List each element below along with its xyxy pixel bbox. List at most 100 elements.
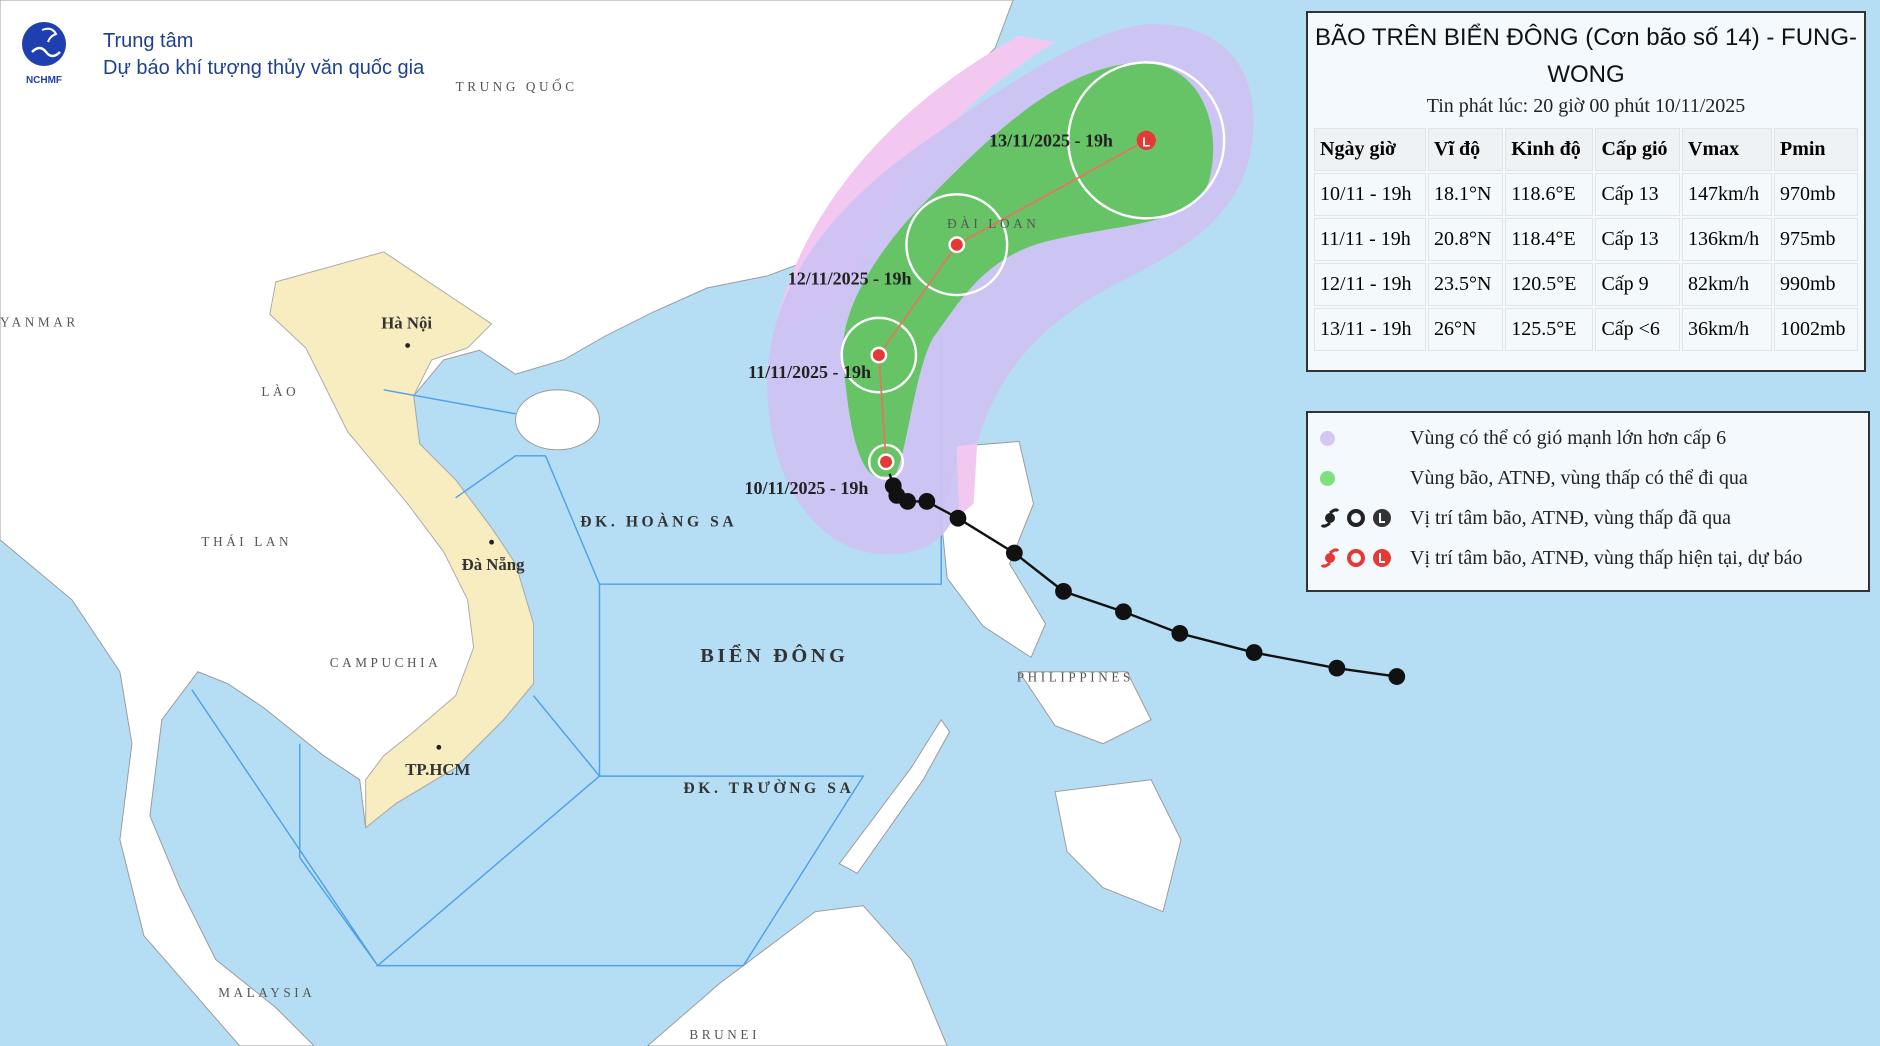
past-storm-icon bbox=[1245, 644, 1263, 661]
table-cell: 120.5°E bbox=[1505, 263, 1594, 306]
low-pressure-icon bbox=[1373, 509, 1391, 527]
table-cell: 13/11 - 19h bbox=[1314, 308, 1427, 351]
past-storm-icon bbox=[1115, 603, 1132, 621]
label-taiwan: ĐÀI LOAN bbox=[947, 216, 1039, 231]
low-pressure-icon bbox=[1373, 549, 1391, 567]
label-east-sea: BIỂN ĐÔNG bbox=[700, 643, 848, 667]
storm-icon bbox=[877, 453, 895, 471]
table-row: 11/11 - 19h 20.8°N 118.4°E Cấp 13 136km/h 975… bbox=[1314, 218, 1858, 261]
table-cell: 23.5°N bbox=[1428, 263, 1504, 306]
past-storm-icon bbox=[1388, 668, 1406, 685]
forecast-cone bbox=[842, 62, 1214, 477]
forecast-table: Ngày giờ Vĩ độ Kinh độ Cấp gió Vmax Pmin… bbox=[1312, 126, 1860, 353]
label-philippines: PHILIPPINES bbox=[1017, 669, 1134, 684]
table-cell: 11/11 - 19h bbox=[1314, 218, 1427, 261]
label-china: TRUNG QUỐC bbox=[456, 79, 578, 94]
table-cell: Cấp 13 bbox=[1595, 173, 1681, 216]
table-cell: Cấp 9 bbox=[1595, 263, 1681, 306]
low-pressure-glyph: L bbox=[1142, 134, 1150, 149]
vietnam bbox=[269, 251, 535, 829]
legend-item-current: Vị trí tâm bão, ATNĐ, vùng thấp hiện tại… bbox=[1320, 543, 1802, 573]
past-storm-icon bbox=[1171, 624, 1189, 642]
hainan bbox=[515, 389, 600, 451]
label-brunei: BRUNEI bbox=[689, 1027, 760, 1042]
table-cell: Cấp <6 bbox=[1595, 308, 1681, 351]
green-dot-icon bbox=[1320, 470, 1335, 486]
table-cell: 12/11 - 19h bbox=[1314, 263, 1427, 306]
storm-info-panel: BÃO TRÊN BIỂN ĐÔNG (Cơn bão số 14) - FUN… bbox=[1306, 11, 1866, 372]
col-header: Vmax bbox=[1682, 128, 1772, 171]
table-row: 12/11 - 19h 23.5°N 120.5°E Cấp 9 82km/h 990mb bbox=[1314, 263, 1858, 306]
label-cambodia: CAMPUCHIA bbox=[330, 655, 442, 670]
low-pressure-icon bbox=[1136, 130, 1156, 150]
storm-icon bbox=[1320, 508, 1340, 528]
org-line-2: Dự báo khí tượng thủy văn quốc gia bbox=[103, 57, 425, 79]
legend-item-wind-zone: Vùng có thể có gió mạnh lớn hơn cấp 6 bbox=[1320, 423, 1726, 453]
table-row: 13/11 - 19h 26°N 125.5°E Cấp <6 36km/h 1002mb bbox=[1314, 308, 1858, 351]
legend-label: Vùng bão, ATNĐ, vùng thấp có thể đi qua bbox=[1410, 466, 1748, 489]
borneo bbox=[646, 905, 948, 1046]
table-cell: 26°N bbox=[1428, 308, 1504, 351]
forecast-markers: L bbox=[870, 130, 1156, 471]
legend-label: Vị trí tâm bão, ATNĐ, vùng thấp hiện tại… bbox=[1410, 546, 1803, 569]
table-cell: 82km/h bbox=[1682, 263, 1772, 306]
mindanao bbox=[1054, 779, 1182, 913]
table-cell: 147km/h bbox=[1682, 173, 1772, 216]
org-line-1: Trung tâm bbox=[103, 30, 194, 52]
logo-text: NCHMF bbox=[26, 75, 62, 86]
forecast-track-line bbox=[877, 139, 1147, 462]
table-cell: Cấp 13 bbox=[1595, 218, 1681, 261]
label-hanoi: Hà Nội bbox=[381, 314, 432, 333]
purple-dot-icon bbox=[1320, 430, 1335, 446]
legend-label: Vùng có thể có gió mạnh lớn hơn cấp 6 bbox=[1410, 426, 1727, 449]
label-danang: Đà Nẵng bbox=[462, 555, 525, 574]
past-storm-icon bbox=[949, 509, 967, 527]
table-cell: 975mb bbox=[1774, 218, 1858, 261]
past-storm-icon bbox=[1055, 582, 1072, 600]
depression-icon bbox=[1347, 509, 1365, 527]
table-cell: 990mb bbox=[1774, 263, 1858, 306]
table-row: 10/11 - 19h 18.1°N 118.6°E Cấp 13 147km/h 970… bbox=[1314, 173, 1858, 216]
forecast-label: 13/11/2025 - 19h bbox=[989, 130, 1113, 150]
table-cell: 118.6°E bbox=[1505, 173, 1594, 216]
table-cell: 970mb bbox=[1774, 173, 1858, 216]
col-header: Pmin bbox=[1774, 128, 1858, 171]
storm-icon bbox=[948, 236, 966, 254]
map-legend: Vùng có thể có gió mạnh lớn hơn cấp 6 Vù… bbox=[1306, 411, 1870, 592]
palawan bbox=[838, 718, 951, 874]
label-laos: LÀO bbox=[261, 384, 299, 399]
storm-icon bbox=[870, 346, 888, 364]
forecast-label: 12/11/2025 - 19h bbox=[788, 268, 912, 288]
depression-icon bbox=[1347, 549, 1365, 567]
past-storm-icon bbox=[1328, 659, 1346, 677]
table-cell: 125.5°E bbox=[1505, 308, 1594, 351]
forecast-label: 11/11/2025 - 19h bbox=[748, 362, 871, 382]
storm-title: BÃO TRÊN BIỂN ĐÔNG (Cơn bão số 14) - FUN… bbox=[1314, 24, 1858, 88]
table-cell: 18.1°N bbox=[1428, 173, 1504, 216]
maritime-boundaries bbox=[191, 263, 942, 967]
past-storm-icon bbox=[1005, 544, 1023, 562]
forecast-label: 10/11/2025 - 19h bbox=[745, 478, 869, 498]
organization-name: Trung tâm Dự báo khí tượng thủy văn quốc… bbox=[103, 28, 424, 82]
label-thailand: THÁI LAN bbox=[201, 534, 292, 549]
col-header: Cấp gió bbox=[1595, 128, 1681, 171]
label-myanmar: YANMAR bbox=[0, 314, 79, 329]
nchmf-logo: NCHMF bbox=[12, 16, 76, 88]
issued-time: Tin phát lúc: 20 giờ 00 phút 10/11/2025 bbox=[1426, 95, 1746, 117]
label-spratly: ĐK. TRƯỜNG SA bbox=[683, 780, 854, 797]
table-cell: 136km/h bbox=[1682, 218, 1772, 261]
forecast-circles bbox=[840, 61, 1226, 480]
past-storm-icon bbox=[884, 477, 902, 495]
table-cell: 118.4°E bbox=[1505, 218, 1594, 261]
legend-item-cone: Vùng bão, ATNĐ, vùng thấp có thể đi qua bbox=[1320, 463, 1748, 493]
past-storm-icon bbox=[918, 493, 936, 510]
col-header: Kinh độ bbox=[1505, 128, 1594, 171]
storm-icon bbox=[1320, 548, 1340, 568]
legend-label: Vị trí tâm bão, ATNĐ, vùng thấp đã qua bbox=[1410, 506, 1732, 529]
visayas bbox=[1018, 671, 1152, 745]
table-cell: 20.8°N bbox=[1428, 218, 1504, 261]
table-cell: 10/11 - 19h bbox=[1314, 173, 1427, 216]
table-cell: 36km/h bbox=[1682, 308, 1772, 351]
wind-zone-pink-luzon bbox=[956, 443, 978, 516]
col-header: Vĩ độ bbox=[1428, 128, 1504, 171]
